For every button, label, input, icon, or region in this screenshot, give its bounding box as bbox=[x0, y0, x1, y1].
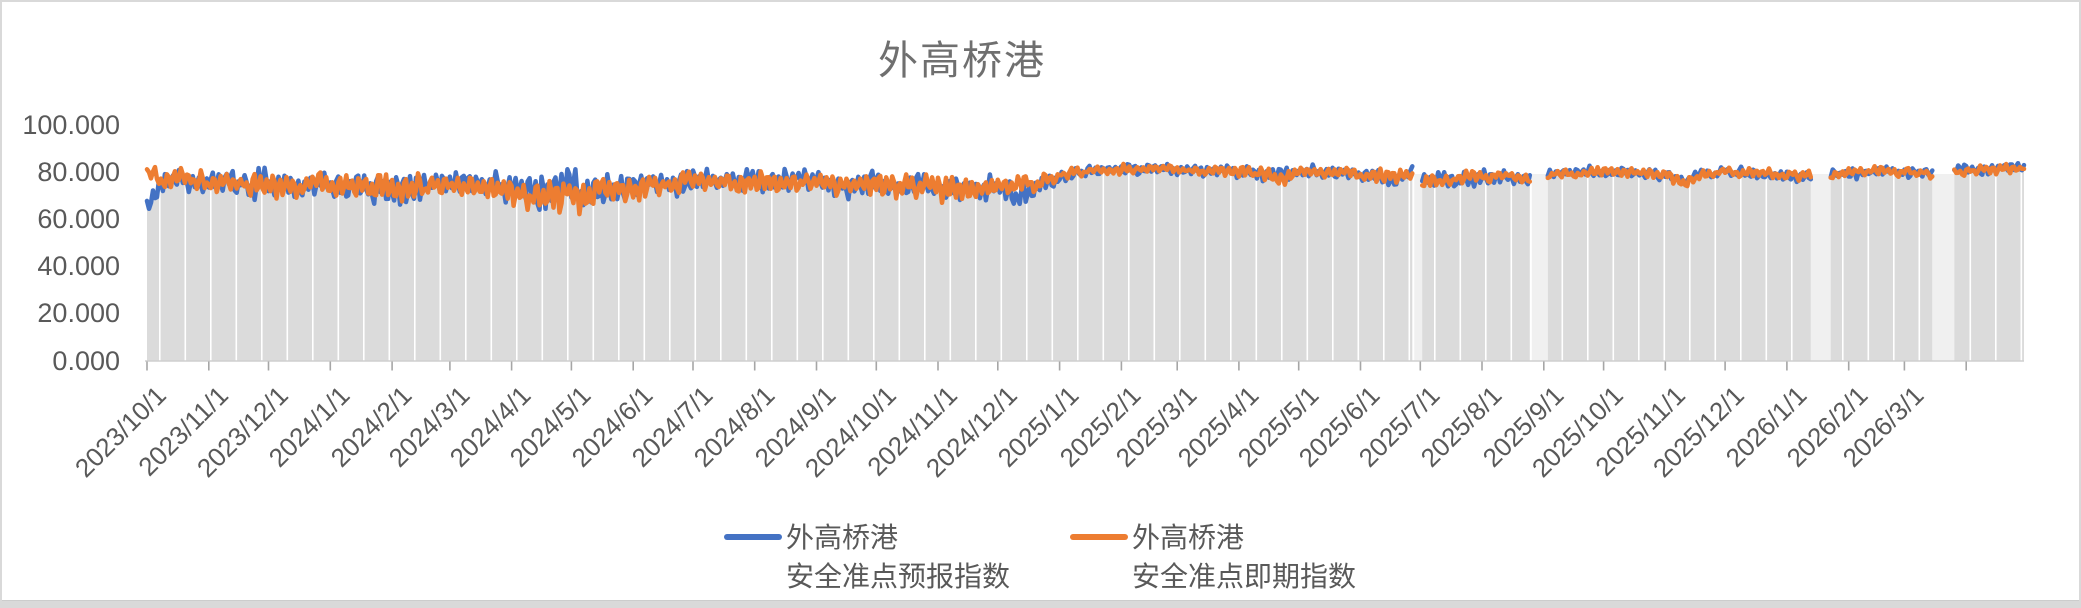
legend-entry-forecast-label: 外高桥港安全准点预报指数 bbox=[786, 518, 1010, 596]
spot-index-line bbox=[1545, 164, 1814, 189]
forecast-series-line-marker bbox=[724, 534, 782, 540]
spot-series-line-marker bbox=[1070, 534, 1128, 540]
legend: 外高桥港安全准点预报指数 外高桥港安全准点即期指数 bbox=[2, 518, 2079, 598]
y-axis-label: 20.000 bbox=[37, 298, 120, 329]
legend-spot-line2: 安全准点即期指数 bbox=[1132, 561, 1357, 592]
legend-entry-spot-label: 外高桥港安全准点即期指数 bbox=[1132, 518, 1356, 596]
series-area-fill bbox=[1954, 167, 2024, 361]
series-area-fill bbox=[1422, 173, 1530, 361]
y-axis-label: 60.000 bbox=[37, 203, 120, 234]
spot-index-line bbox=[1419, 168, 1533, 189]
data-gap-band bbox=[1531, 174, 1548, 361]
spot-index-line bbox=[1952, 161, 2027, 178]
legend-spot-line1: 外高桥港 bbox=[1132, 522, 1245, 553]
y-axis-label: 100.000 bbox=[22, 109, 120, 140]
legend-forecast-line1: 外高桥港 bbox=[786, 522, 899, 553]
chart-title: 外高桥港 bbox=[878, 39, 1046, 83]
series-area-fill bbox=[147, 166, 1413, 361]
bottom-gray-strip bbox=[2, 600, 2079, 608]
y-axis-label: 80.000 bbox=[37, 156, 120, 187]
legend-forecast-line2: 安全准点预报指数 bbox=[786, 561, 1011, 592]
spot-index-line bbox=[144, 161, 1415, 217]
y-axis-label: 0.000 bbox=[52, 345, 120, 376]
spot-index-line bbox=[1828, 163, 1935, 181]
y-axis-label: 40.000 bbox=[37, 251, 120, 282]
data-gap-band bbox=[1932, 174, 1955, 361]
series-area-fill bbox=[1830, 168, 1933, 361]
data-gap-band bbox=[1414, 174, 1423, 361]
data-gap-band bbox=[1810, 174, 1831, 361]
